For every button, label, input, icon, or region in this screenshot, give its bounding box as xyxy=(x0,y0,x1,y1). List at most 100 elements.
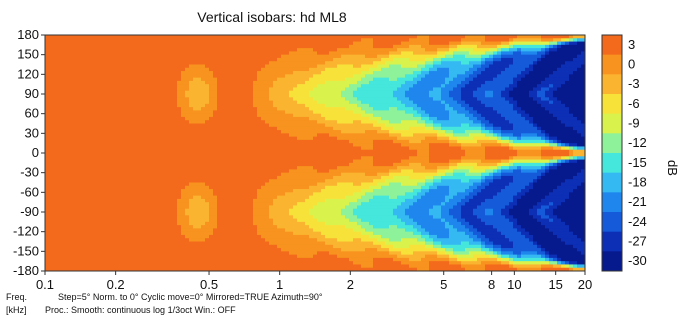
heatmap-cell xyxy=(285,35,290,39)
heatmap-cell xyxy=(297,166,302,170)
heatmap-cell xyxy=(277,126,282,131)
heatmap-cell xyxy=(237,156,242,160)
heatmap-cell xyxy=(65,228,70,233)
heatmap-cell xyxy=(177,264,182,269)
heatmap-cell xyxy=(93,182,98,187)
heatmap-cell xyxy=(309,185,314,190)
heatmap-cell xyxy=(249,136,254,141)
heatmap-cell xyxy=(225,54,230,59)
heatmap-cell xyxy=(289,107,294,111)
heatmap-cell xyxy=(217,77,222,82)
heatmap-cell xyxy=(209,113,214,118)
heatmap-cell xyxy=(297,218,302,223)
heatmap-cell xyxy=(245,41,250,46)
heatmap-cell xyxy=(133,113,138,118)
heatmap-cell xyxy=(109,54,114,59)
heatmap-cell xyxy=(65,143,70,147)
heatmap-cell xyxy=(285,182,290,187)
heatmap-cell xyxy=(305,126,310,131)
heatmap-cell xyxy=(149,90,154,95)
heatmap-cell xyxy=(45,103,50,108)
heatmap-cell xyxy=(201,84,206,88)
heatmap-cell xyxy=(45,146,50,151)
heatmap-cell xyxy=(281,257,286,262)
heatmap-cell xyxy=(49,215,54,219)
heatmap-cell xyxy=(201,103,206,108)
heatmap-cell xyxy=(129,205,134,210)
heatmap-cell xyxy=(225,179,230,183)
heatmap-cell xyxy=(245,189,250,193)
heatmap-cell xyxy=(309,198,314,203)
heatmap-cell xyxy=(181,80,186,85)
heatmap-cell xyxy=(261,202,266,206)
heatmap-cell xyxy=(229,228,234,233)
heatmap-cell xyxy=(305,67,310,72)
heatmap-cell xyxy=(93,113,98,118)
heatmap-cell xyxy=(93,192,98,197)
heatmap-cell xyxy=(125,120,130,124)
heatmap-cell xyxy=(297,254,302,259)
heatmap-cell xyxy=(305,116,310,121)
heatmap-cell xyxy=(65,126,70,131)
heatmap-cell xyxy=(121,248,126,252)
heatmap-cell xyxy=(141,153,146,157)
heatmap-cell xyxy=(53,257,58,262)
heatmap-cell xyxy=(49,182,54,187)
heatmap-cell xyxy=(197,67,202,72)
heatmap-cell xyxy=(81,166,86,170)
heatmap-cell xyxy=(181,241,186,246)
heatmap-cell xyxy=(205,107,210,111)
heatmap-cell xyxy=(293,120,298,124)
heatmap-cell xyxy=(201,94,206,98)
heatmap-cell xyxy=(181,215,186,219)
heatmap-cell xyxy=(117,107,122,111)
heatmap-cell xyxy=(65,61,70,65)
heatmap-cell xyxy=(301,87,306,92)
heatmap-cell xyxy=(69,120,74,124)
heatmap-cell xyxy=(249,51,254,56)
heatmap-cell xyxy=(225,153,230,157)
heatmap-cell xyxy=(89,100,94,105)
heatmap-cell xyxy=(65,221,70,226)
heatmap-cell xyxy=(57,87,62,92)
heatmap-cell xyxy=(221,225,226,229)
heatmap-cell xyxy=(301,234,306,239)
heatmap-cell xyxy=(149,51,154,56)
heatmap-cell xyxy=(81,257,86,262)
heatmap-cell xyxy=(149,244,154,249)
heatmap-cell xyxy=(161,41,166,46)
heatmap-cell xyxy=(221,54,226,59)
heatmap-cell xyxy=(297,120,302,124)
heatmap-cell xyxy=(77,100,82,105)
heatmap-cell xyxy=(169,87,174,92)
heatmap-cell xyxy=(201,175,206,180)
heatmap-cell xyxy=(257,251,262,256)
heatmap-cell xyxy=(53,254,58,259)
heatmap-cell xyxy=(209,107,214,111)
heatmap-cell xyxy=(229,54,234,59)
heatmap-cell xyxy=(257,231,262,236)
heatmap-cell xyxy=(217,48,222,52)
heatmap-cell xyxy=(181,123,186,128)
heatmap-cell xyxy=(181,120,186,124)
heatmap-cell xyxy=(265,159,270,164)
heatmap-cell xyxy=(313,51,318,56)
heatmap-cell xyxy=(65,139,70,144)
heatmap-cell xyxy=(177,133,182,138)
heatmap-cell xyxy=(105,251,110,256)
heatmap-cell xyxy=(301,57,306,62)
heatmap-cell xyxy=(309,202,314,206)
heatmap-cell xyxy=(253,103,258,108)
heatmap-cell xyxy=(85,267,90,272)
heatmap-cell xyxy=(153,192,158,197)
heatmap-cell xyxy=(97,248,102,252)
heatmap-cell xyxy=(89,123,94,128)
heatmap-cell xyxy=(113,244,118,249)
heatmap-cell xyxy=(109,71,114,75)
heatmap-cell xyxy=(121,202,126,206)
heatmap-cell xyxy=(133,248,138,252)
heatmap-cell xyxy=(273,51,278,56)
heatmap-cell xyxy=(137,146,142,151)
heatmap-cell xyxy=(177,244,182,249)
heatmap-cell xyxy=(225,126,230,131)
